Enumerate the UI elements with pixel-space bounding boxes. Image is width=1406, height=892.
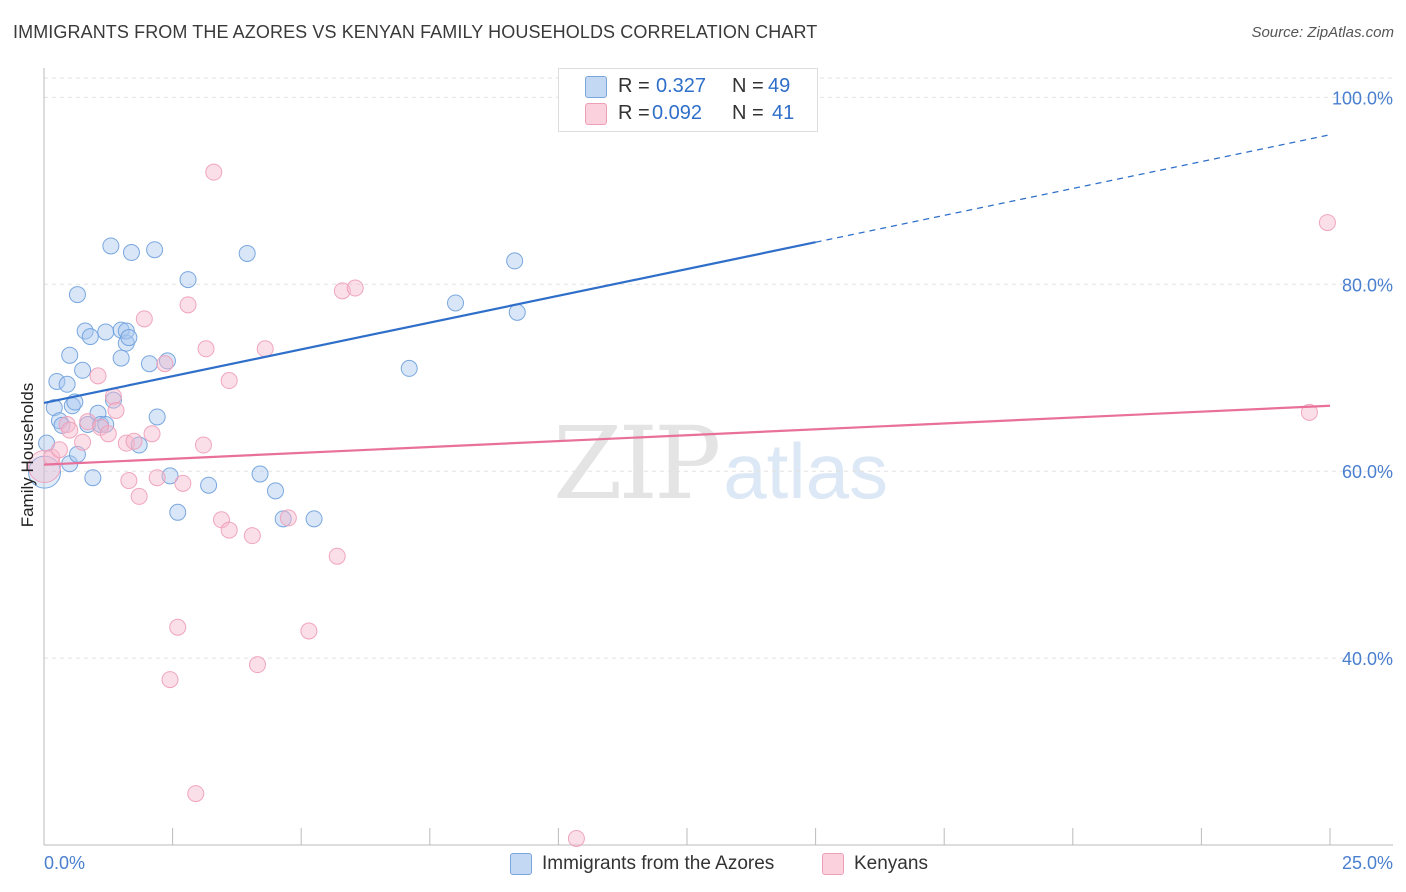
point-kenyans (248, 656, 266, 674)
y-tick-label: 100.0% (1332, 88, 1393, 108)
point-kenyans (197, 340, 215, 358)
point-azores (122, 244, 140, 262)
trendline-kenyans (43, 404, 1331, 466)
point-kenyans (79, 413, 97, 431)
point-kenyans (328, 547, 346, 565)
point-kenyans (120, 472, 138, 490)
point-azores (447, 294, 465, 312)
point-azores (305, 510, 323, 528)
point-azores (140, 355, 158, 373)
point-azores (200, 476, 218, 494)
point-kenyans (135, 310, 153, 328)
r-value: 0.327 (656, 75, 707, 97)
point-kenyans (99, 425, 117, 443)
point-azores (158, 352, 176, 370)
point-kenyans (194, 436, 212, 454)
point-kenyans (279, 509, 297, 527)
source-credit: Source: ZipAtlas.com (1251, 24, 1394, 41)
point-kenyans (61, 421, 79, 439)
point-azores (148, 408, 166, 426)
point-kenyans (179, 296, 197, 314)
point-kenyans (243, 527, 261, 545)
point-kenyans (107, 401, 125, 419)
swatch-azores (585, 76, 607, 98)
legend-swatch-kenyans (822, 853, 844, 875)
point-kenyans (300, 622, 318, 640)
n-label: N = (732, 75, 764, 97)
point-kenyans (104, 387, 122, 405)
point-azores (102, 237, 120, 255)
point-azores (146, 241, 164, 259)
swatch-kenyans (585, 103, 607, 125)
point-kenyans (220, 372, 238, 390)
point-kenyans (74, 433, 92, 451)
point-kenyans (169, 618, 187, 636)
point-azores (48, 372, 66, 390)
point-kenyans (161, 671, 179, 689)
y-tick-label: 80.0% (1342, 275, 1393, 295)
point-azores (238, 244, 256, 262)
legend-label-azores: Immigrants from the Azores (542, 853, 775, 874)
point-azores (84, 469, 102, 487)
point-kenyans (205, 163, 223, 181)
point-kenyans (220, 521, 238, 539)
point-azores (400, 359, 418, 377)
point-azores (169, 503, 187, 521)
point-azores (68, 286, 86, 304)
point-azores (112, 349, 130, 367)
point-kenyans (1300, 403, 1318, 421)
stats-legend: R = 0.327 N = 49 R = 0.092 N = 41 (558, 68, 818, 132)
point-azores (81, 328, 99, 346)
point-kenyans (50, 441, 68, 459)
point-azores (274, 510, 292, 528)
point-azores (120, 329, 138, 347)
y-tick-label: 60.0% (1342, 462, 1393, 482)
point-azores (58, 375, 76, 393)
point-kenyans (143, 425, 161, 443)
r-label: R = (618, 75, 650, 97)
point-kenyans (130, 487, 148, 505)
point-kenyans (333, 282, 351, 300)
point-azores (508, 303, 526, 321)
y-tick-label: 40.0% (1342, 649, 1393, 669)
point-kenyans (28, 450, 62, 484)
n-value: 41 (772, 102, 795, 124)
r-value: 0.092 (652, 102, 703, 124)
point-kenyans (125, 432, 143, 450)
point-kenyans (1318, 214, 1336, 232)
point-azores (179, 271, 197, 289)
point-azores (506, 252, 524, 270)
point-azores (74, 361, 92, 379)
point-azores (266, 482, 284, 500)
point-kenyans (567, 829, 585, 847)
y-axis-label: Family Households (18, 382, 37, 528)
chart-title: IMMIGRANTS FROM THE AZORES VS KENYAN FAM… (13, 22, 818, 42)
trendline-azores (43, 241, 816, 405)
point-kenyans (187, 785, 205, 803)
legend-swatch-azores (510, 853, 532, 875)
point-kenyans (174, 474, 192, 492)
point-kenyans (148, 469, 166, 487)
legend-label-kenyans: Kenyans (854, 853, 928, 874)
x-tick-label-min: 0.0% (44, 853, 85, 873)
point-azores (117, 322, 135, 340)
point-kenyans (256, 340, 274, 358)
n-value: 49 (768, 75, 791, 97)
trendline-azores-extension (815, 134, 1331, 243)
point-azores (251, 465, 269, 483)
r-label: R = (618, 102, 650, 124)
point-kenyans (89, 367, 107, 385)
point-azores (161, 467, 179, 485)
point-azores (45, 399, 63, 417)
point-azores (61, 346, 79, 364)
point-kenyans (156, 355, 174, 373)
n-label: N = (732, 102, 764, 124)
x-tick-label-max: 25.0% (1342, 853, 1393, 873)
point-azores (104, 391, 122, 409)
point-kenyans (346, 279, 364, 297)
point-azores (97, 323, 115, 341)
